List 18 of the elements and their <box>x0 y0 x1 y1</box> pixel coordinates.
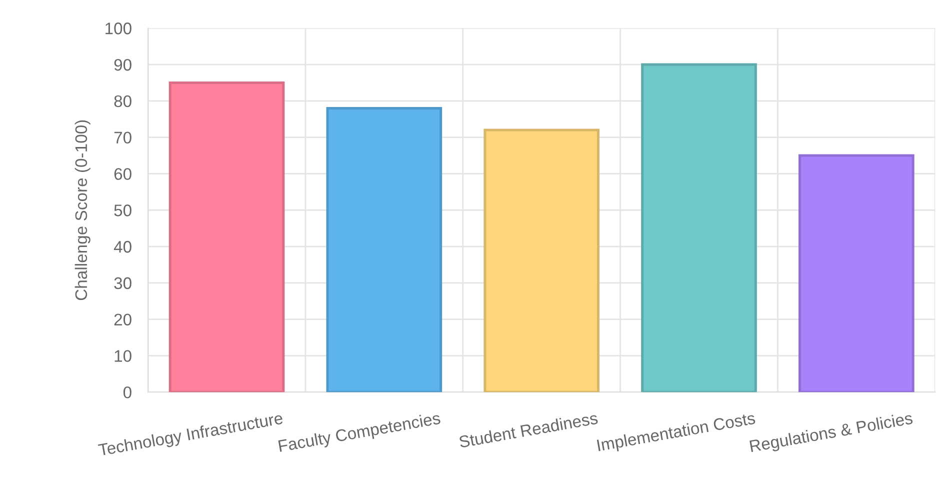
y-tick-label: 10 <box>114 350 132 362</box>
y-axis-title: Challenge Score (0-100) <box>74 120 90 300</box>
bar <box>326 106 442 392</box>
y-tick-label: 50 <box>114 204 132 216</box>
y-tick-label: 70 <box>114 132 132 144</box>
y-tick-label: 90 <box>114 58 132 71</box>
bar <box>798 154 914 392</box>
y-tick-label: 80 <box>114 95 132 108</box>
x-tick-label: Student Readiness <box>458 412 598 448</box>
y-tick-label: 20 <box>114 314 132 326</box>
bar <box>168 81 285 392</box>
y-tick-label: 30 <box>114 277 132 290</box>
y-tick-label: 0 <box>123 386 132 398</box>
bar <box>484 128 600 392</box>
y-tick-label: 100 <box>106 22 132 34</box>
bar <box>641 63 757 392</box>
y-tick-label: 40 <box>114 240 132 253</box>
y-tick-label: 60 <box>114 168 132 180</box>
